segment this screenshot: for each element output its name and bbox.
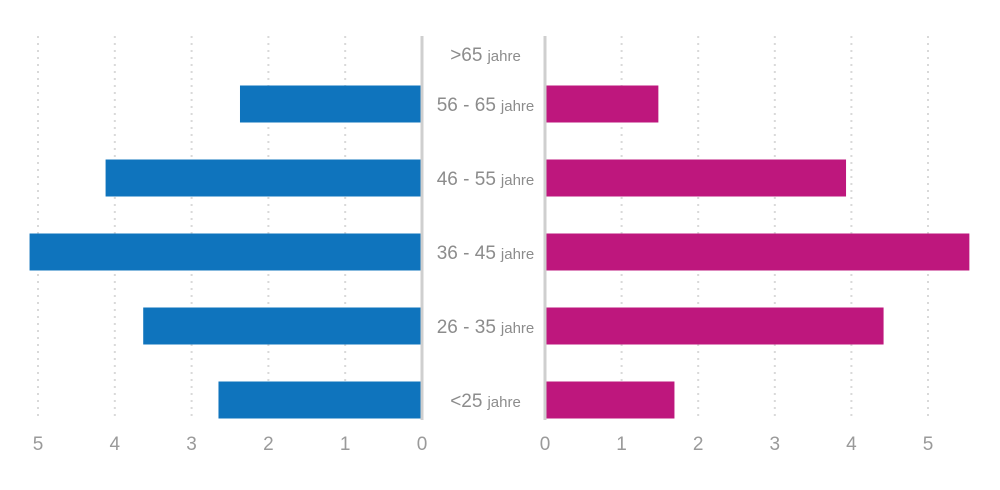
- bars: [29, 85, 970, 419]
- tick-left-1: 1: [340, 434, 351, 455]
- bar-left-4: [143, 307, 422, 345]
- category-range: 36 - 45: [437, 243, 496, 264]
- category-label-0: >65 jahre: [450, 45, 521, 66]
- category-label-1: 56 - 65 jahre: [437, 95, 535, 116]
- category-unit: jahre: [500, 172, 534, 189]
- tick-right-0: 0: [540, 434, 551, 455]
- tick-left-2: 2: [263, 434, 274, 455]
- bar-right-4: [545, 307, 884, 345]
- bar-right-2: [545, 159, 847, 197]
- category-label-5: <25 jahre: [450, 391, 521, 412]
- category-label-4: 26 - 35 jahre: [437, 317, 535, 338]
- bar-left-5: [218, 381, 422, 419]
- bar-right-1: [545, 85, 659, 123]
- tick-right-2: 2: [693, 434, 704, 455]
- tick-labels: 5 4 3 2 1 0 0 1 2 3 4 5: [33, 434, 934, 455]
- bar-left-2: [105, 159, 423, 197]
- category-label-2: 46 - 55 jahre: [437, 169, 535, 190]
- bar-left-3: [29, 233, 422, 271]
- tick-right-5: 5: [923, 434, 934, 455]
- bar-right-3: [545, 233, 970, 271]
- center-axes: [420, 36, 547, 420]
- gridlines: [37, 36, 929, 420]
- category-unit: jahre: [500, 246, 534, 263]
- bar-left-1: [239, 85, 422, 123]
- tick-left-0: 0: [417, 434, 428, 455]
- tick-right-4: 4: [846, 434, 857, 455]
- tick-right-3: 3: [770, 434, 781, 455]
- bar-right-5: [545, 381, 675, 419]
- category-range: 26 - 35: [437, 317, 496, 338]
- category-range: >65: [450, 45, 482, 66]
- category-range: 56 - 65: [437, 95, 496, 116]
- tick-right-1: 1: [616, 434, 627, 455]
- category-unit: jahre: [500, 98, 534, 115]
- category-range: <25: [450, 391, 482, 412]
- category-unit: jahre: [486, 394, 520, 411]
- category-unit: jahre: [486, 48, 520, 65]
- category-range: 46 - 55: [437, 169, 496, 190]
- category-label-3: 36 - 45 jahre: [437, 243, 535, 264]
- category-unit: jahre: [500, 320, 534, 337]
- tick-left-5: 5: [33, 434, 44, 455]
- tick-left-4: 4: [110, 434, 121, 455]
- tick-left-3: 3: [186, 434, 197, 455]
